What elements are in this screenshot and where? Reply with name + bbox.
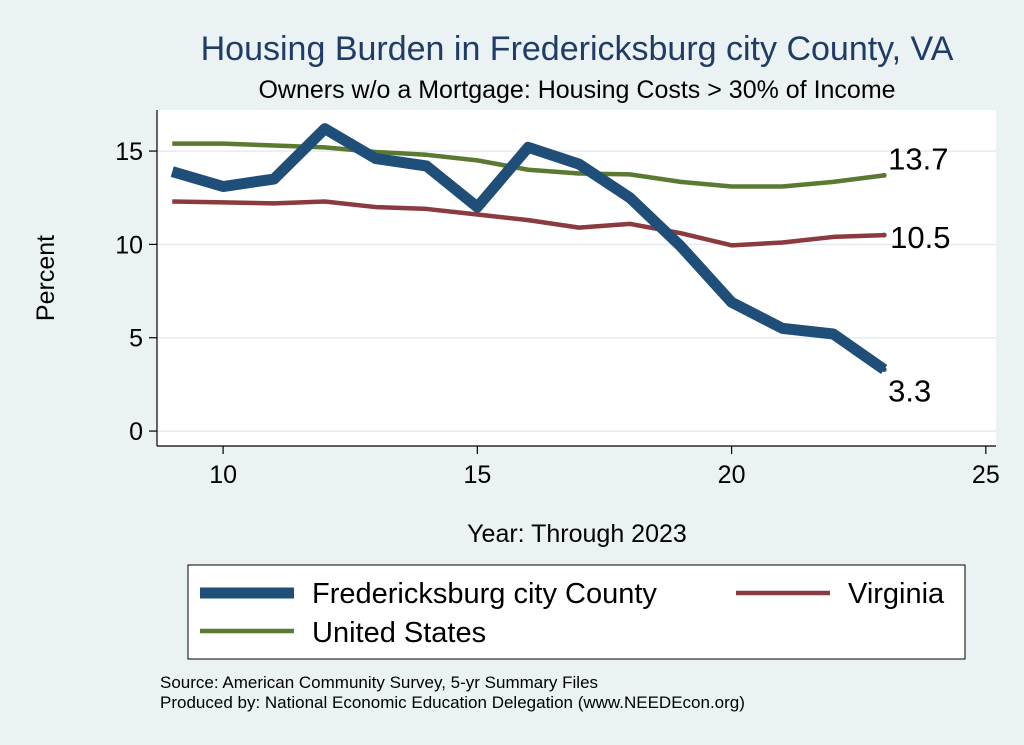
x-tick-label: 10	[209, 461, 237, 489]
legend-box	[187, 564, 966, 660]
legend-item-fredericksburg-label: Fredericksburg city County	[312, 578, 657, 610]
legend: Fredericksburg city County Virginia United…	[200, 578, 945, 649]
virginia-end-label: 10.5	[890, 220, 950, 255]
y-tick-label: 15	[115, 138, 143, 166]
chart-subtitle: Owners w/o a Mortgage: Housing Costs > 3…	[258, 76, 895, 104]
x-tick-label: 20	[718, 461, 746, 489]
y-tick-label: 10	[115, 231, 143, 259]
source-line-1: Source: American Community Survey, 5-yr …	[160, 673, 598, 692]
y-tick-label: 5	[129, 325, 143, 353]
legend-item-virginia-label: Virginia	[848, 578, 945, 610]
united-states-line	[172, 141, 885, 189]
legend-item-united-states-label: United States	[312, 617, 486, 649]
y-axis-label: Percent	[32, 235, 60, 321]
y-tick-label: 0	[129, 418, 143, 446]
fredericksburg-line	[170, 123, 888, 374]
united-states-line-end-marker	[881, 172, 887, 178]
chart-title: Housing Burden in Fredericksburg city Co…	[201, 30, 954, 68]
source-line-2: Produced by: National Economic Education…	[160, 693, 745, 712]
fredericksburg-line-end-marker	[881, 366, 887, 372]
x-tick-label: 15	[463, 461, 491, 489]
x-axis-label: Year: Through 2023	[467, 520, 687, 548]
virginia-line-end-marker	[881, 232, 887, 238]
series-group	[170, 123, 888, 374]
fredericksburg-end-label: 3.3	[888, 373, 931, 408]
end-labels: 13.7 10.5 3.3	[888, 141, 950, 408]
united-states-end-label: 13.7	[888, 141, 948, 176]
axes: 0 5 10 15 10 15 20 25	[115, 110, 1000, 489]
virginia-line	[172, 199, 885, 248]
x-tick-label: 25	[972, 461, 1000, 489]
